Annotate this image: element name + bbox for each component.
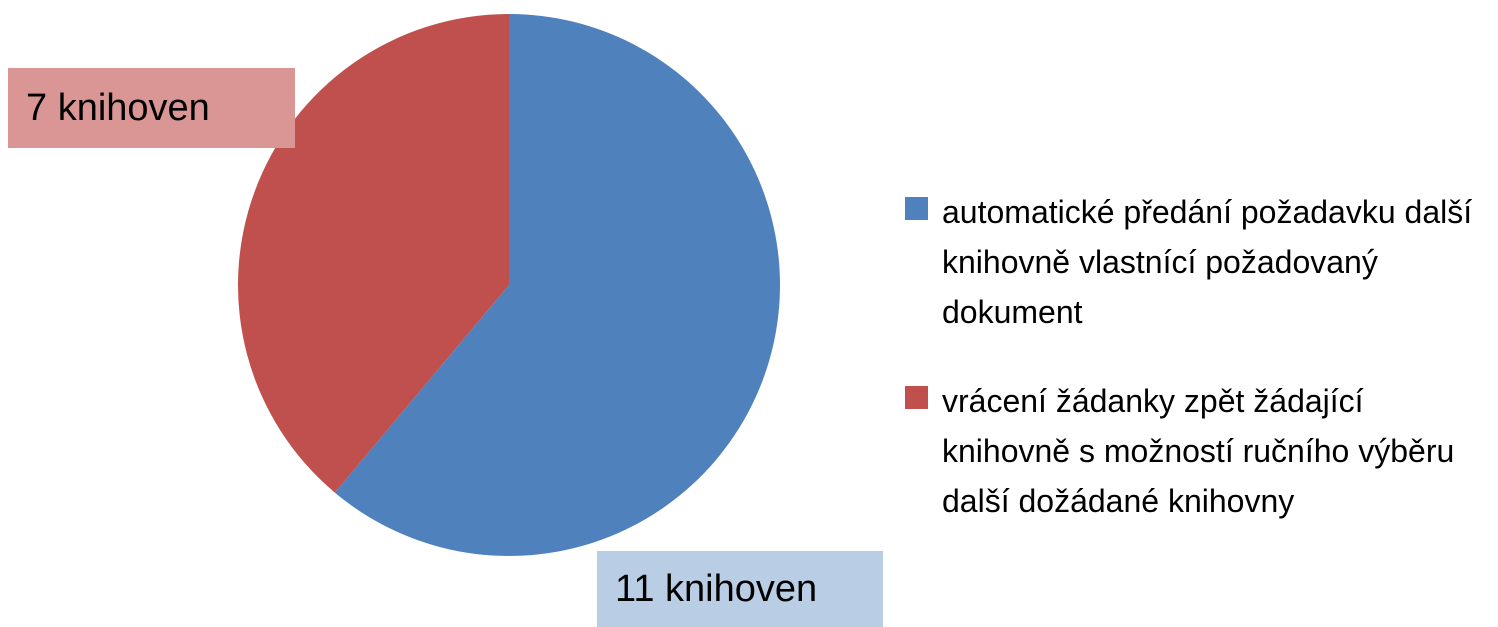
legend-item: vrácení žádanky zpět žádající knihovně s…	[905, 376, 1498, 526]
data-label: 11 knihoven	[615, 568, 817, 610]
legend-item: automatické předání požadavku další knih…	[905, 187, 1498, 337]
data-label: 7 knihoven	[26, 87, 210, 129]
data-label-box	[597, 551, 883, 627]
pie-slice	[237, 14, 509, 493]
legend-label: vrácení žádanky zpět žádající knihovně s…	[942, 383, 1455, 519]
legend-label: automatické předání požadavku další knih…	[942, 194, 1473, 330]
pie-slice	[334, 14, 780, 556]
data-label-box	[8, 68, 295, 148]
legend-swatch	[905, 386, 928, 409]
legend-swatch	[905, 197, 928, 220]
